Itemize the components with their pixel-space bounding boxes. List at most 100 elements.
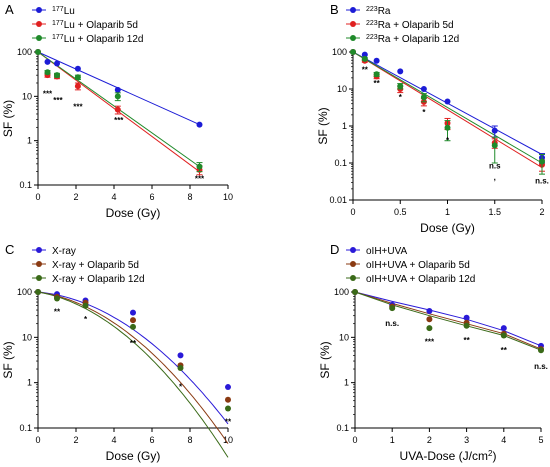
significance-label: ,: [494, 173, 496, 182]
legend-marker: [36, 35, 42, 41]
significance-label: **: [225, 417, 232, 426]
legend-marker: [36, 21, 42, 27]
significance-label: ***: [73, 103, 83, 112]
panel-letter: D: [330, 242, 339, 257]
x-axis-label: UVA-Dose (J/cm2): [400, 449, 497, 464]
legend-marker: [36, 261, 42, 267]
x-tick-label: 1: [390, 435, 395, 445]
data-point-series-2: [130, 317, 136, 324]
significance-label: **: [501, 346, 508, 355]
x-tick-label: 10: [223, 435, 233, 445]
y-tick-label: 0.01: [329, 195, 347, 205]
x-tick-label: 10: [223, 192, 233, 202]
data-point-series-2: [225, 396, 231, 403]
y-tick-label: 0.1: [19, 423, 32, 433]
fit-line-series-3: [37, 291, 229, 458]
data-point-series-2: [114, 106, 121, 113]
data-point-series-3: [74, 74, 81, 81]
x-tick-label: 1: [445, 207, 450, 217]
x-tick-label: 6: [149, 192, 154, 202]
legend-label: X-ray: [52, 246, 76, 257]
legend-label: 177Lu + Olaparib 12d: [52, 34, 143, 46]
legend-label: X-ray + Olaparib 12d: [52, 274, 145, 285]
data-point-series-3: [538, 347, 544, 354]
y-tick-label: 10: [22, 91, 32, 101]
data-point-series-1: [361, 51, 368, 58]
data-point-series-3: [177, 365, 184, 372]
data-point-series-3: [114, 93, 121, 100]
fit-line-series-1: [354, 291, 542, 347]
significance-label: **: [130, 339, 137, 348]
data-point-series-1: [426, 308, 433, 315]
data-point-series-1: [491, 127, 498, 134]
data-point-series-3: [130, 323, 136, 330]
y-tick-label: 0.1: [336, 423, 349, 433]
x-tick-label: 0: [35, 435, 40, 445]
significance-label: *: [179, 383, 183, 392]
x-axis-label: Dose (Gy): [106, 206, 161, 220]
x-tick-label: 6: [149, 435, 154, 445]
significance-label: *: [422, 108, 426, 117]
y-tick-label: 1: [27, 378, 32, 388]
data-point-series-1: [444, 98, 451, 105]
significance-label: *: [399, 93, 403, 102]
significance-label: n.s.: [535, 176, 549, 185]
legend-marker: [350, 35, 356, 41]
x-tick-label: 8: [187, 192, 192, 202]
x-tick-label: 2: [73, 192, 78, 202]
data-point-series-3: [491, 142, 498, 149]
panel-letter: C: [5, 242, 14, 257]
data-point-series-3: [500, 332, 507, 339]
y-tick-label: 1: [27, 136, 32, 146]
x-tick-label: 5: [538, 435, 543, 445]
data-point-series-1: [373, 57, 380, 64]
chart-panel-d: D 0 1 2 3 4 5 0.1 1 10 100 UVA-Dose (J/cm2) SF (%) n.…: [318, 242, 548, 463]
x-tick-label: 2: [73, 435, 78, 445]
x-tick-label: 0: [350, 207, 355, 217]
legend-marker: [36, 247, 42, 253]
legend-label: 223Ra + Olaparib 5d: [366, 20, 454, 32]
data-point-series-3: [444, 124, 451, 131]
x-tick-label: 2: [427, 435, 432, 445]
y-tick-label: 10: [337, 84, 347, 94]
data-point-series-1: [54, 60, 60, 67]
data-point-series-1: [420, 86, 427, 92]
data-point-series-3: [352, 289, 358, 295]
y-tick-label: 0.1: [334, 158, 347, 168]
data-point-series-3: [426, 325, 433, 332]
data-point-series-1: [44, 58, 51, 65]
y-axis-label: SF (%): [318, 341, 332, 378]
significance-label: **: [463, 336, 470, 345]
y-tick-label: 100: [334, 287, 349, 297]
legend-marker: [36, 275, 42, 281]
legend-label: oIH+UVA: [366, 246, 408, 257]
y-tick-label: 100: [332, 47, 347, 57]
legend-label: oIH+UVA + Olaparib 12d: [366, 274, 475, 285]
data-point-series-2: [74, 83, 81, 90]
x-axis-label: Dose (Gy): [106, 449, 161, 463]
significance-label: n.s: [489, 162, 501, 171]
legend-marker: [350, 21, 356, 27]
legend-label: X-ray + Olaparib 5d: [52, 260, 139, 271]
significance-label: **: [374, 79, 381, 88]
legend-label: 223Ra: [366, 6, 391, 18]
fit-line-series-3: [352, 51, 543, 164]
y-axis-label: SF (%): [316, 107, 330, 144]
y-tick-label: 100: [17, 287, 32, 297]
legend-label: oIH+UVA + Olaparib 5d: [366, 260, 470, 271]
x-tick-label: 2: [539, 207, 544, 217]
y-tick-label: 1: [344, 378, 349, 388]
x-tick-label: 4: [501, 435, 506, 445]
legend-marker: [350, 261, 356, 267]
y-axis-label: SF (%): [1, 100, 15, 137]
data-point-series-1: [196, 121, 203, 128]
data-point-series-1: [177, 352, 184, 359]
x-tick-label: 1.5: [488, 207, 501, 217]
x-tick-label: 0: [352, 435, 357, 445]
data-point-series-3: [82, 302, 89, 309]
data-point-series-3: [35, 49, 41, 55]
data-point-series-3: [539, 158, 545, 165]
x-tick-label: 3: [464, 435, 469, 445]
data-point-series-1: [397, 68, 404, 75]
